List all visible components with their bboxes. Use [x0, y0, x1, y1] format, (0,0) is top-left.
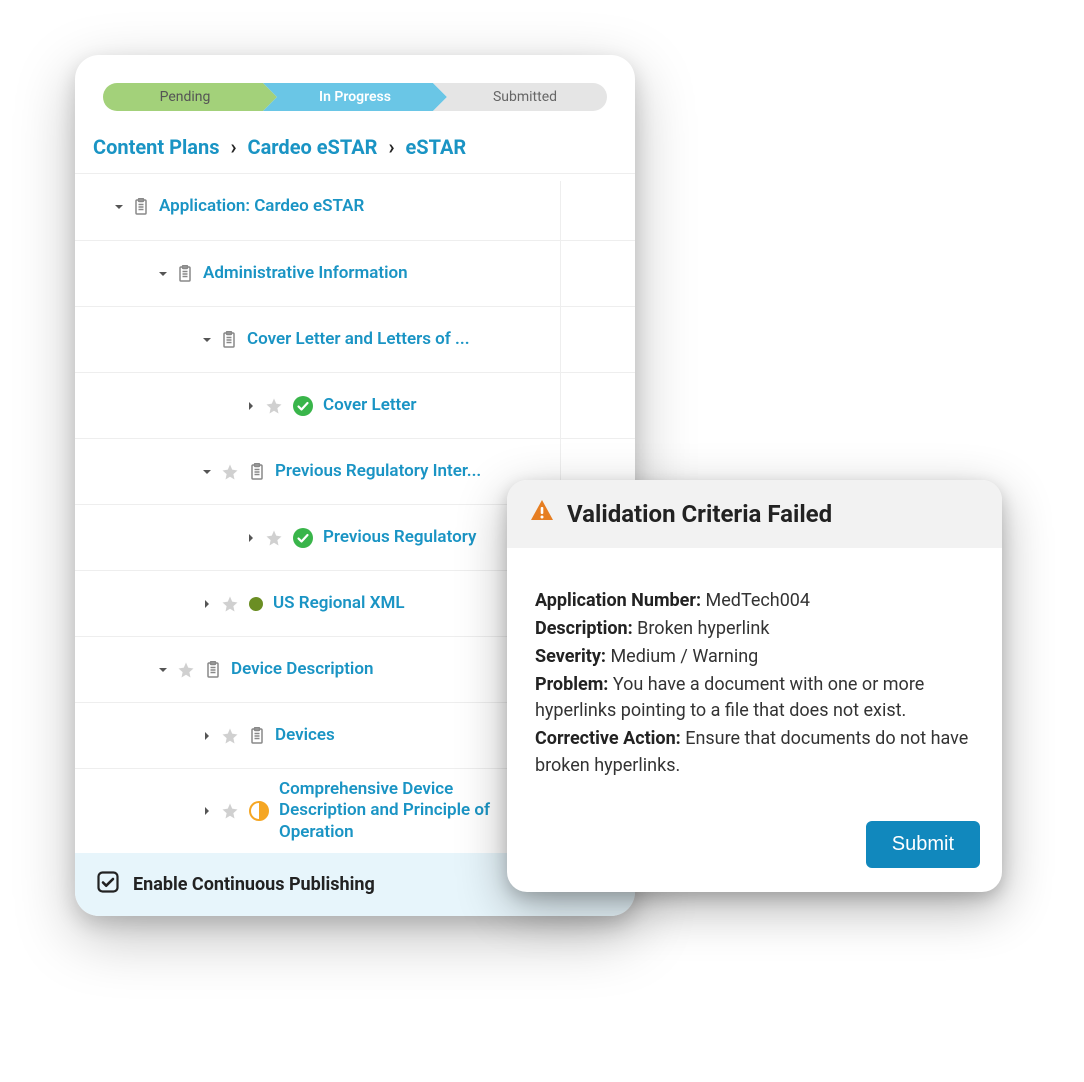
- breadcrumb-root[interactable]: Content Plans: [93, 135, 219, 159]
- dialog-header: Validation Criteria Failed: [507, 480, 1002, 548]
- step-submitted[interactable]: Submitted: [433, 83, 607, 111]
- star-icon[interactable]: [265, 529, 283, 547]
- breadcrumb-leaf[interactable]: eSTAR: [405, 135, 466, 159]
- validation-dialog: Validation Criteria Failed Application N…: [507, 480, 1002, 892]
- breadcrumb-sep-icon: ›: [388, 135, 394, 159]
- status-stepper: Pending In Progress Submitted: [75, 55, 635, 127]
- caret-down-icon[interactable]: [155, 269, 171, 279]
- breadcrumb: Content Plans › Cardeo eSTAR › eSTAR: [75, 127, 635, 173]
- check-circle-icon: [293, 396, 313, 416]
- tree-row-cover-letter-group[interactable]: Cover Letter and Letters of ...: [75, 306, 635, 372]
- tree-row-admin-info[interactable]: Administrative Information: [75, 240, 635, 306]
- tree-row-cover-letter[interactable]: Cover Letter: [75, 372, 635, 438]
- description-value: Broken hyperlink: [637, 618, 769, 639]
- dialog-footer: Submit: [507, 805, 1002, 892]
- app-number-label: Application Number:: [535, 590, 701, 611]
- severity-label: Severity:: [535, 646, 606, 667]
- checkbox-checked-icon[interactable]: [97, 871, 119, 898]
- tree-label: Cover Letter: [323, 395, 615, 416]
- star-icon[interactable]: [221, 802, 239, 820]
- clipboard-icon: [249, 463, 265, 481]
- tree-label: Administrative Information: [203, 263, 615, 284]
- tree-row-application[interactable]: Application: Cardeo eSTAR: [75, 174, 635, 240]
- star-icon[interactable]: [221, 463, 239, 481]
- clipboard-icon: [249, 727, 265, 745]
- star-icon[interactable]: [221, 595, 239, 613]
- caret-right-icon[interactable]: [243, 533, 259, 543]
- dialog-title: Validation Criteria Failed: [567, 500, 832, 528]
- app-number-value: MedTech004: [706, 590, 811, 611]
- severity-value: Medium / Warning: [610, 646, 758, 667]
- star-icon[interactable]: [221, 727, 239, 745]
- status-dot-icon: [249, 597, 263, 611]
- caret-right-icon[interactable]: [199, 731, 215, 741]
- step-in-progress[interactable]: In Progress: [263, 83, 447, 111]
- footer-label: Enable Continuous Publishing: [133, 874, 375, 895]
- tree-label: Previous Regulatory Inter...: [275, 461, 615, 482]
- caret-down-icon[interactable]: [199, 335, 215, 345]
- submit-button[interactable]: Submit: [866, 821, 980, 868]
- caret-right-icon[interactable]: [243, 401, 259, 411]
- check-circle-icon: [293, 528, 313, 548]
- clipboard-icon: [205, 661, 221, 679]
- caret-right-icon[interactable]: [199, 806, 215, 816]
- star-icon[interactable]: [177, 661, 195, 679]
- warning-triangle-icon: [529, 498, 555, 530]
- tree-label: Application: Cardeo eSTAR: [159, 196, 615, 217]
- step-pending[interactable]: Pending: [103, 83, 277, 111]
- star-icon[interactable]: [265, 397, 283, 415]
- breadcrumb-level-2[interactable]: Cardeo eSTAR: [248, 135, 378, 159]
- clipboard-icon: [133, 198, 149, 216]
- caret-right-icon[interactable]: [199, 599, 215, 609]
- clipboard-icon: [221, 331, 237, 349]
- corrective-action-label: Corrective Action:: [535, 728, 681, 749]
- tree-label: Cover Letter and Letters of ...: [247, 329, 615, 350]
- problem-label: Problem:: [535, 674, 608, 695]
- half-circle-icon: [249, 801, 269, 821]
- tree-label: Comprehensive Device Description and Pri…: [279, 779, 509, 843]
- caret-down-icon[interactable]: [199, 467, 215, 477]
- breadcrumb-sep-icon: ›: [230, 135, 236, 159]
- caret-down-icon[interactable]: [111, 202, 127, 212]
- description-label: Description:: [535, 618, 633, 639]
- caret-down-icon[interactable]: [155, 665, 171, 675]
- dialog-body: Application Number: MedTech004 Descripti…: [507, 548, 1002, 805]
- clipboard-icon: [177, 265, 193, 283]
